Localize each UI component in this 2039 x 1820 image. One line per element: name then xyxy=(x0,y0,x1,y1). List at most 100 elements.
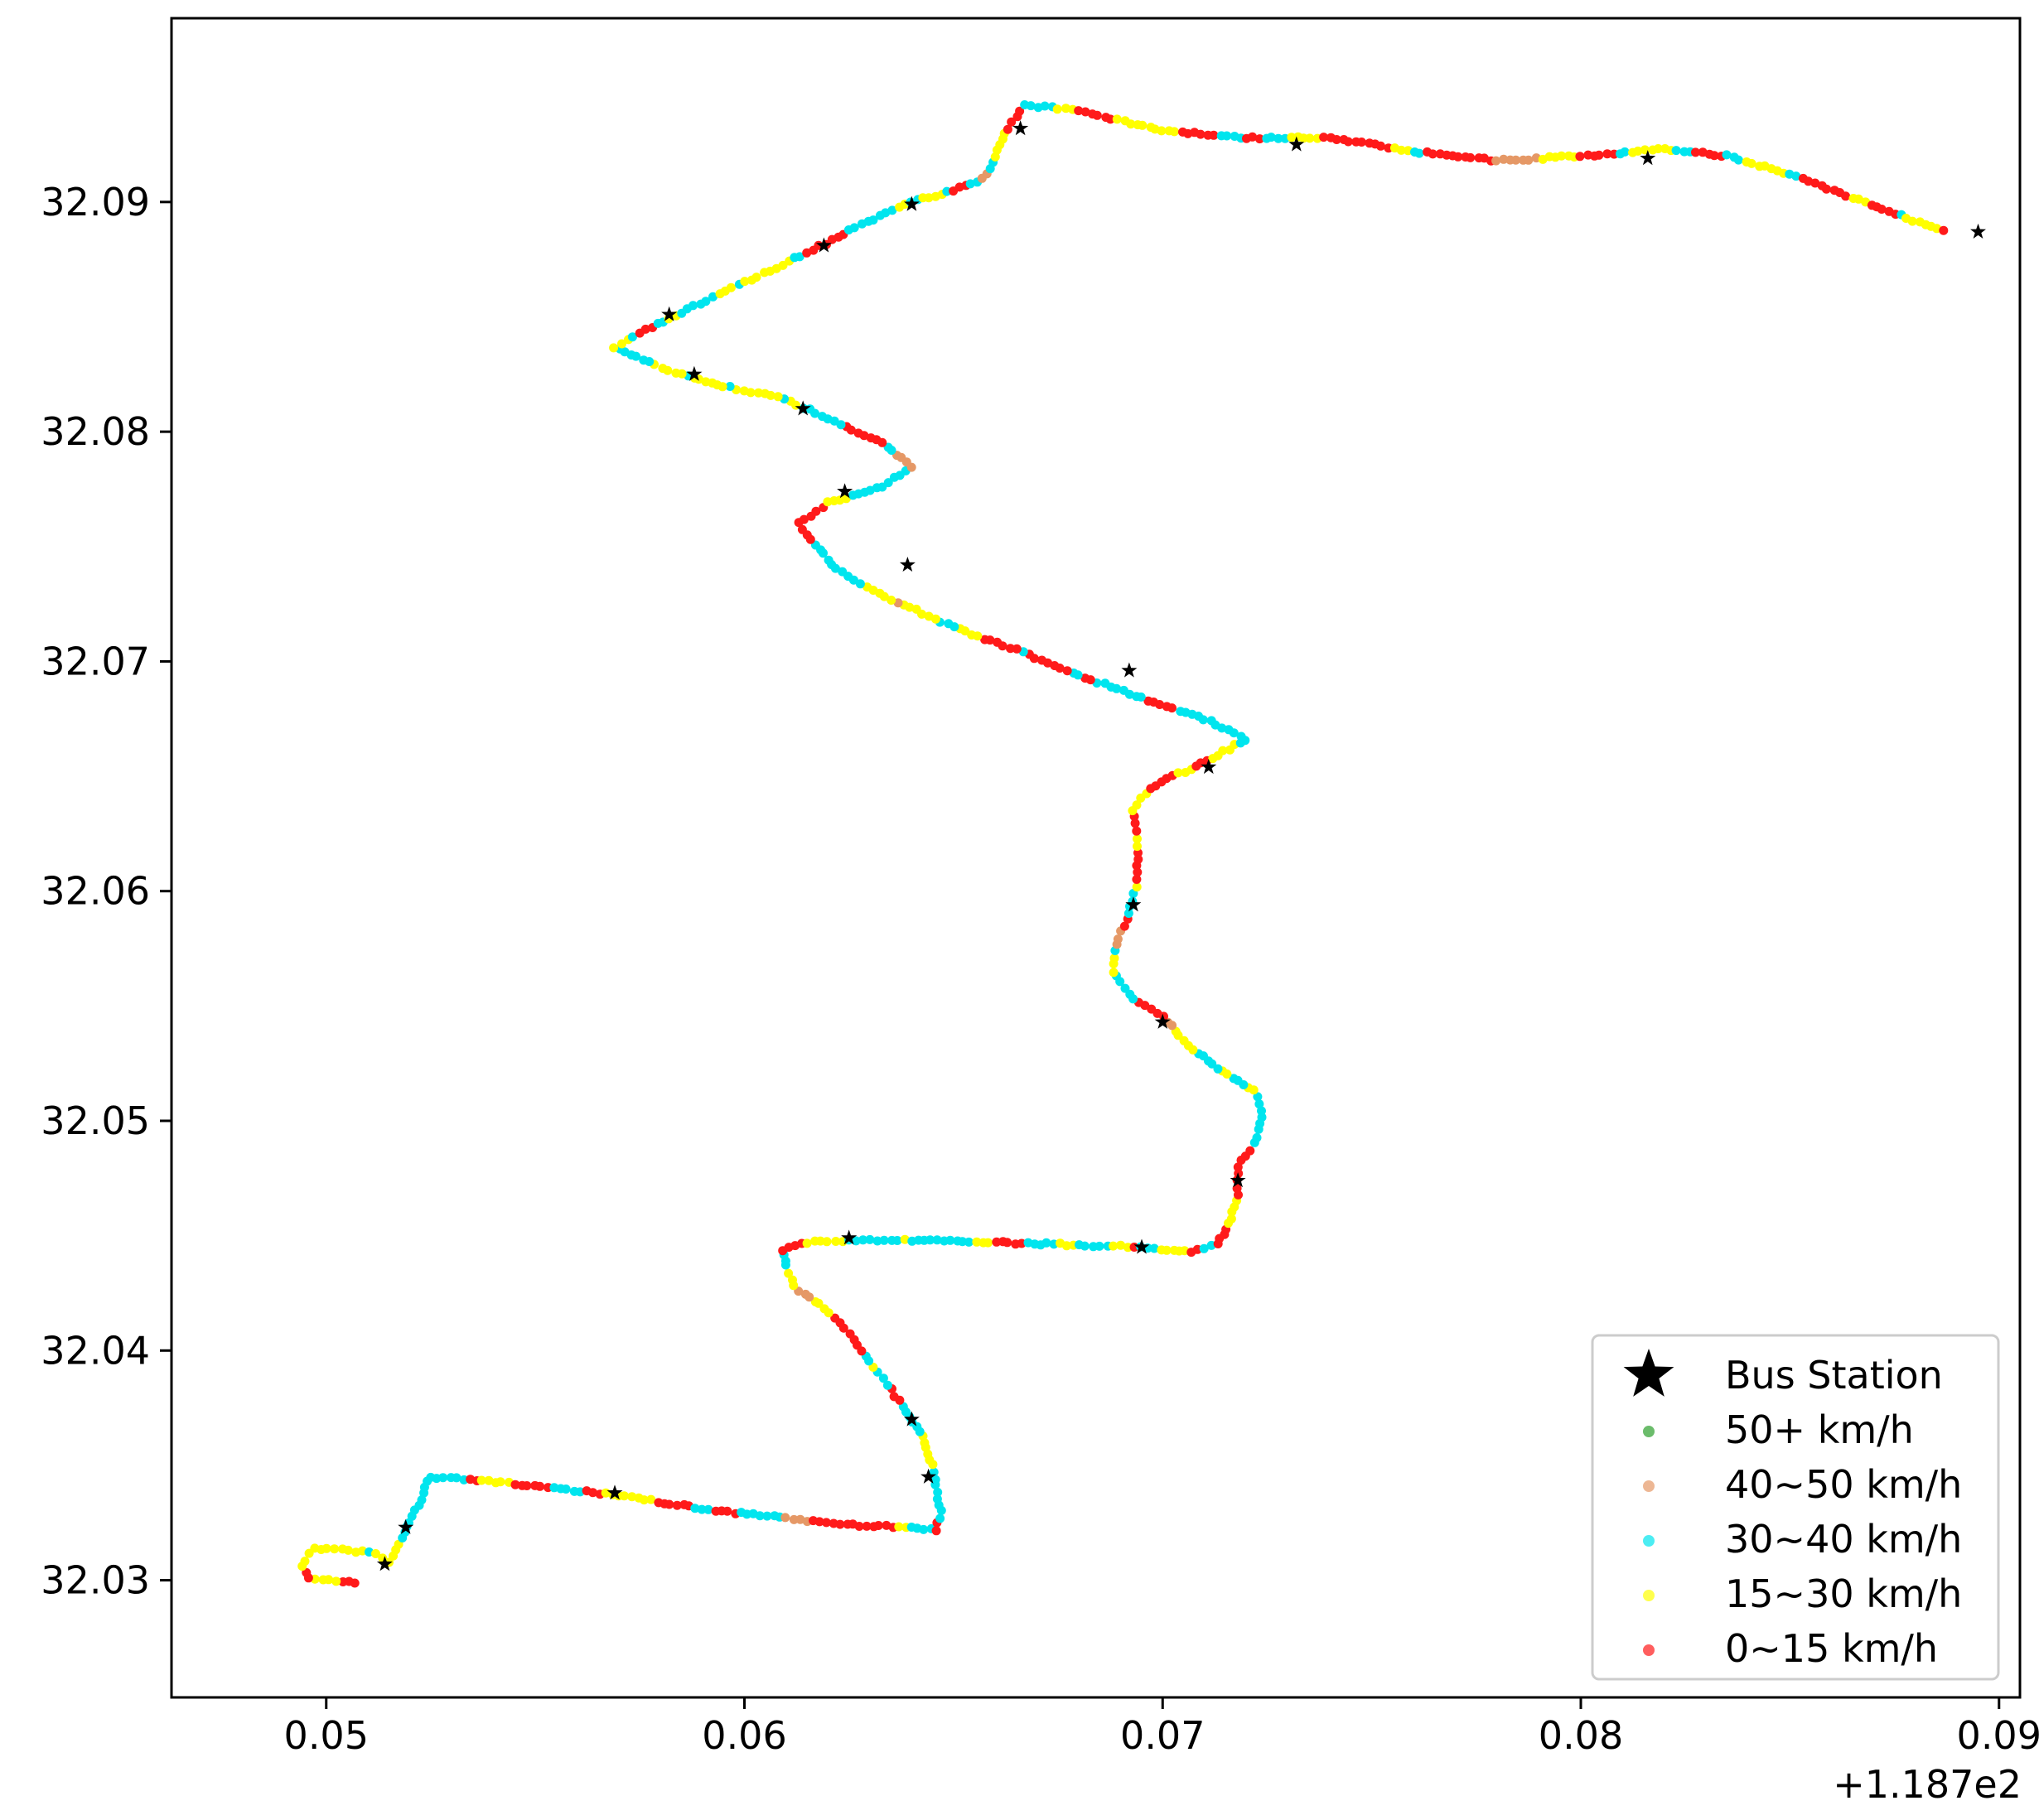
gps-speed-point-410 xyxy=(811,506,821,516)
gps-speed-point-2 xyxy=(338,1577,348,1586)
gps-speed-point-488 xyxy=(689,301,698,311)
gps-speed-point-118 xyxy=(935,1513,945,1523)
gps-speed-point-557 xyxy=(1080,107,1090,117)
gps-speed-point-159 xyxy=(800,1289,810,1299)
gps-speed-point-514 xyxy=(849,223,859,233)
gps-speed-point-383 xyxy=(924,611,934,621)
bus-station-marker-18 xyxy=(903,196,920,211)
gps-speed-point-185 xyxy=(900,1234,910,1244)
gps-speed-point-397 xyxy=(838,567,848,577)
legend-dot-marker-4 xyxy=(1643,1590,1655,1601)
gps-speed-point-308 xyxy=(1132,826,1142,836)
gps-speed-point-638 xyxy=(1602,149,1612,159)
gps-speed-point-603 xyxy=(1375,141,1385,151)
gps-speed-point-626 xyxy=(1524,155,1534,165)
gps-speed-point-526 xyxy=(924,193,934,203)
gps-speed-point-505 xyxy=(795,252,804,262)
gps-speed-point-40 xyxy=(438,1473,448,1483)
gps-speed-point-217 xyxy=(1109,1241,1119,1251)
gps-speed-point-621 xyxy=(1491,156,1501,166)
gps-speed-point-682 xyxy=(1877,205,1887,214)
legend-box xyxy=(1591,1334,2000,1681)
gps-speed-point-312 xyxy=(1132,800,1142,810)
gps-speed-point-307 xyxy=(1133,834,1142,844)
gps-speed-point-75 xyxy=(664,1499,674,1509)
bus-station-marker-1 xyxy=(398,1518,414,1534)
gps-speed-point-400 xyxy=(824,555,833,565)
legend: Bus Station 50+ km/h 40~50 km/h 30~40 km/h 1… xyxy=(1591,1334,2000,1681)
gps-speed-point-583 xyxy=(1248,132,1258,142)
gps-speed-point-272 xyxy=(1179,1036,1189,1045)
gps-speed-point-422 xyxy=(883,478,893,488)
y-tick-label-4: 32.07 xyxy=(41,639,150,683)
gps-speed-point-225 xyxy=(1162,1245,1172,1255)
gps-speed-point-606 xyxy=(1396,145,1406,155)
gps-speed-point-609 xyxy=(1414,148,1424,158)
gps-speed-point-218 xyxy=(1116,1240,1126,1250)
gps-speed-point-611 xyxy=(1428,149,1437,159)
gps-speed-point-157 xyxy=(810,1297,820,1306)
gps-speed-point-615 xyxy=(1453,152,1463,162)
gps-speed-point-561 xyxy=(1105,114,1115,124)
y-tick-label-2: 32.05 xyxy=(41,1098,150,1143)
legend-dot-marker-5 xyxy=(1643,1644,1655,1656)
gps-speed-point-442 xyxy=(817,412,827,422)
gps-speed-point-139 xyxy=(889,1392,899,1402)
gps-speed-point-363 xyxy=(1050,661,1060,670)
gps-speed-point-452 xyxy=(754,388,763,398)
gps-speed-point-262 xyxy=(1229,1074,1239,1084)
gps-speed-point-99 xyxy=(821,1518,831,1528)
gps-speed-point-162 xyxy=(788,1275,797,1285)
gps-speed-point-42 xyxy=(452,1473,461,1483)
gps-speed-point-104 xyxy=(854,1522,864,1531)
gps-speed-point-480 xyxy=(640,324,650,334)
gps-speed-point-641 xyxy=(1620,147,1630,157)
gps-speed-point-195 xyxy=(964,1237,974,1247)
gps-speed-point-72 xyxy=(646,1494,656,1504)
y-tick-label-6: 32.09 xyxy=(41,180,150,224)
y-axis-ticks: 32.03 32.04 32.05 32.06 32.07 32.08 32.09 xyxy=(41,180,172,1603)
gps-speed-point-223 xyxy=(1149,1243,1159,1253)
gps-speed-point-184 xyxy=(892,1236,902,1245)
gps-speed-point-470 xyxy=(639,355,649,365)
bus-station-marker-4 xyxy=(903,1411,920,1427)
gps-speed-point-68 xyxy=(619,1491,629,1501)
bus-station-marker-17 xyxy=(815,237,832,253)
gps-speed-point-547 xyxy=(1015,106,1025,116)
gps-speed-point-287 xyxy=(1109,968,1119,978)
gps-speed-point-189 xyxy=(925,1235,935,1245)
gps-speed-point-182 xyxy=(879,1235,889,1245)
gps-speed-point-467 xyxy=(658,364,668,374)
y-tick-label-0: 32.03 xyxy=(41,1558,150,1603)
gps-speed-point-190 xyxy=(932,1235,942,1245)
gps-speed-point-89 xyxy=(755,1511,765,1521)
gps-speed-point-238 xyxy=(1226,1214,1236,1224)
gps-speed-point-643 xyxy=(1633,146,1643,156)
gps-speed-point-575 xyxy=(1196,129,1206,139)
gps-speed-point-494 xyxy=(726,282,736,292)
gps-speed-point-51 xyxy=(510,1480,520,1489)
gps-speed-point-333 xyxy=(1236,731,1246,741)
bus-station-marker-13 xyxy=(837,483,853,499)
gps-speed-point-372 xyxy=(993,637,1003,647)
gps-speed-point-676 xyxy=(1841,191,1851,201)
gps-speed-point-661 xyxy=(1747,158,1756,168)
bus-station-marker-7 xyxy=(1230,1172,1246,1188)
gps-speed-point-571 xyxy=(1169,127,1179,137)
gps-speed-point-196 xyxy=(972,1237,982,1247)
gps-speed-point-150 xyxy=(845,1329,855,1339)
gps-speed-point-355 xyxy=(1100,678,1110,688)
gps-speed-point-335 xyxy=(1224,725,1234,735)
gps-speed-point-617 xyxy=(1466,152,1476,162)
gps-speed-point-80 xyxy=(697,1504,707,1514)
plot-area-frame xyxy=(170,17,2022,1699)
gps-speed-point-408 xyxy=(799,514,809,524)
gps-speed-point-380 xyxy=(944,619,954,629)
gps-speed-point-478 xyxy=(627,332,637,342)
legend-dot-marker-1 xyxy=(1643,1426,1655,1437)
gps-speed-point-394 xyxy=(855,579,865,589)
gps-speed-point-181 xyxy=(872,1236,882,1246)
gps-speed-point-544 xyxy=(1003,124,1012,134)
gps-speed-point-306 xyxy=(1133,842,1142,852)
